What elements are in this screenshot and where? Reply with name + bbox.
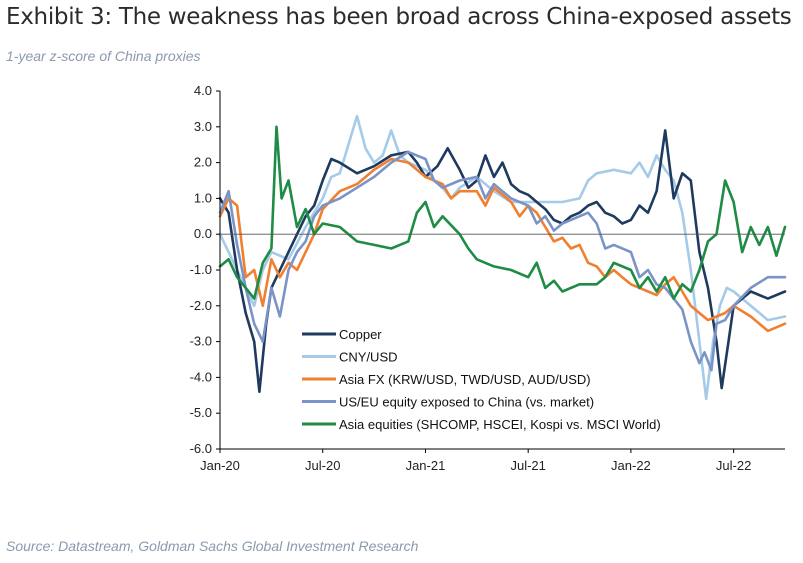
series-line-5 bbox=[218, 125, 787, 300]
y-tick-label: -4.0 bbox=[190, 369, 212, 384]
y-tick-label: -5.0 bbox=[190, 405, 212, 420]
y-tick-label: 2.0 bbox=[194, 155, 212, 170]
series-line-3 bbox=[218, 157, 787, 333]
chart-source: Source: Datastream, Goldman Sachs Global… bbox=[6, 538, 419, 554]
y-tick-label: -6.0 bbox=[190, 441, 212, 456]
x-tick-label: Jul-20 bbox=[305, 458, 340, 473]
y-tick-label: 3.0 bbox=[194, 119, 212, 134]
y-tick-label: 1.0 bbox=[194, 190, 212, 205]
chart-title: Exhibit 3: The weakness has been broad a… bbox=[6, 4, 792, 30]
legend-label: US/EU equity exposed to China (vs. marke… bbox=[339, 395, 594, 410]
chart-subtitle: 1-year z-score of China proxies bbox=[6, 48, 201, 64]
y-tick-label: -2.0 bbox=[190, 298, 212, 313]
x-tick-label: Jul-21 bbox=[510, 458, 545, 473]
y-tick-label: -1.0 bbox=[190, 262, 212, 277]
series-line-1 bbox=[218, 129, 787, 393]
series-line-4 bbox=[218, 150, 787, 372]
legend-label: Copper bbox=[339, 327, 382, 342]
legend-label: CNY/USD bbox=[339, 350, 398, 365]
y-tick-label: 4.0 bbox=[194, 83, 212, 98]
y-tick-label: 0.0 bbox=[194, 226, 212, 241]
legend-label: Asia FX (KRW/USD, TWD/USD, AUD/USD) bbox=[339, 372, 591, 387]
x-tick-label: Jan-22 bbox=[611, 458, 651, 473]
legend-label: Asia equities (SHCOMP, HSCEI, Kospi vs. … bbox=[339, 417, 661, 432]
x-tick-label: Jul-22 bbox=[716, 458, 751, 473]
y-tick-label: -3.0 bbox=[190, 334, 212, 349]
x-tick-label: Jan-21 bbox=[406, 458, 446, 473]
x-tick-label: Jan-20 bbox=[200, 458, 240, 473]
